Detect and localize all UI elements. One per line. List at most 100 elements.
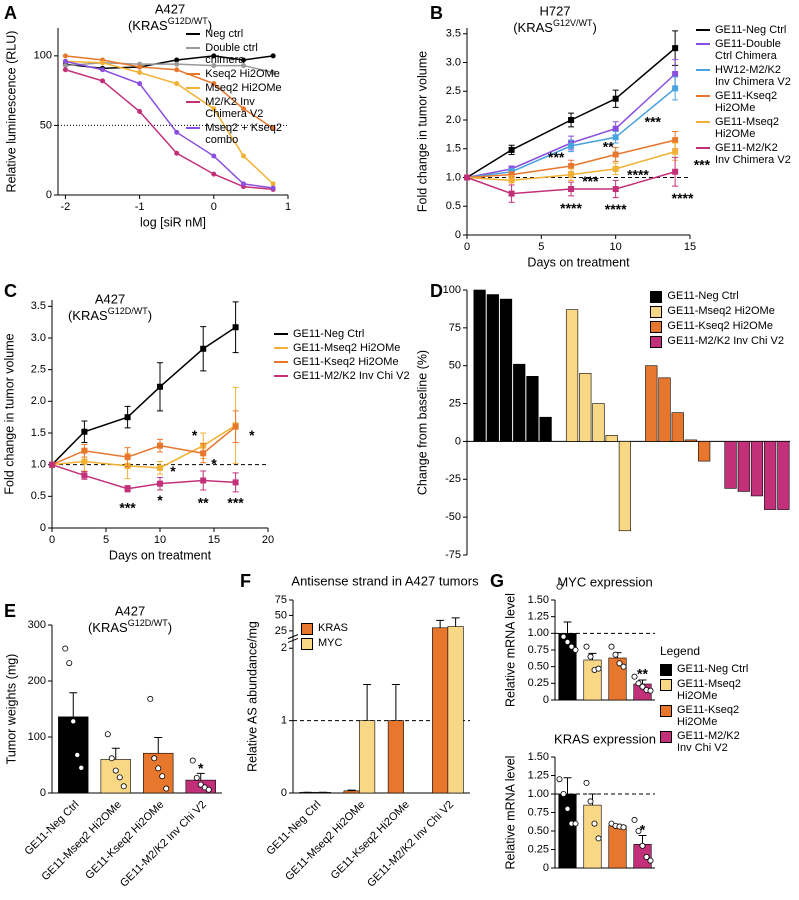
marker xyxy=(81,458,88,465)
y-tick-label: 100 xyxy=(28,731,46,743)
legend-item: MYC xyxy=(301,637,348,650)
legend-label: Mseq2 + Kseq2 combo xyxy=(205,122,282,146)
error-bar xyxy=(154,737,163,754)
data-point xyxy=(155,765,162,772)
legend-swatch xyxy=(660,679,672,691)
marker xyxy=(174,150,180,156)
x-tick-label: GE11-Mseq2 Hi2OMe xyxy=(40,799,124,883)
y-tick-label: 2.5 xyxy=(31,364,46,376)
legend-item: GE11-Kseq2 Hi2OMe xyxy=(650,320,784,333)
marker xyxy=(508,146,515,153)
bar xyxy=(592,403,605,442)
marker xyxy=(568,117,575,123)
y-tick-label: 1.00 xyxy=(528,627,549,639)
error-bar xyxy=(111,747,120,760)
y-axis-label: Change from baseline (%) xyxy=(415,350,429,495)
data-point xyxy=(643,853,650,860)
subtitle-part: ) xyxy=(168,620,172,635)
legend-swatch xyxy=(696,95,710,97)
panel-letter: A xyxy=(4,3,17,23)
panel-letter: C xyxy=(4,281,17,301)
x-tick-label: GE11-Kseq2 Hi2OMe xyxy=(329,799,412,882)
y-tick-label: 75 xyxy=(449,322,461,334)
legend-item: Double ctrl chimera xyxy=(186,42,282,66)
y-tick-label: 2 xyxy=(281,642,287,654)
y-tick-label: 0 xyxy=(455,435,461,447)
legend-label: Neg ctrl xyxy=(205,28,244,40)
legend-label: GE11-M2/K2 Inv Chimera V2 xyxy=(715,142,791,166)
panel-letter: F xyxy=(240,571,251,591)
marker xyxy=(508,177,515,184)
data-point xyxy=(556,583,563,590)
marker xyxy=(174,81,180,87)
marker xyxy=(672,71,679,77)
significance: * xyxy=(249,427,255,443)
chart-title: H727 xyxy=(539,3,570,18)
significance: ** xyxy=(198,495,209,511)
subtitle-part: (KRAS xyxy=(128,18,168,33)
significance: **** xyxy=(672,190,694,206)
bar xyxy=(499,298,513,442)
legend-item: GE11-Mseq2 Hi2OMe xyxy=(274,342,410,354)
marker xyxy=(270,181,276,187)
subtitle-part: ) xyxy=(208,18,212,33)
marker xyxy=(174,129,180,135)
legend-item: GE11-Neg Ctrl xyxy=(660,663,748,676)
marker xyxy=(232,324,239,331)
legend-label: M2/K2 Inv Chimera V2 xyxy=(205,96,264,120)
legend-swatch xyxy=(696,147,710,149)
y-axis-label: Relative AS abundance/mg xyxy=(245,621,259,772)
legend-label: GE11-M2/K2 Inv Chi V2 xyxy=(677,730,740,754)
y-axis-label: Relative luminescence (RLU) xyxy=(4,31,18,193)
legend-swatch xyxy=(186,87,201,89)
legend-swatch xyxy=(274,361,288,363)
chart-title: Antisense strand in A427 tumors xyxy=(291,573,479,588)
legend-swatch xyxy=(660,731,672,743)
subtitle-part: G12D/WT xyxy=(108,306,149,316)
y-tick-label: 1.50 xyxy=(528,594,549,606)
legend-item: GE11-M2/K2 Inv Chi V2 xyxy=(650,335,784,348)
legend-item: GE11-Double Ctrl Chimera xyxy=(696,38,799,62)
marker xyxy=(157,442,163,449)
error-bar xyxy=(638,679,647,684)
bar xyxy=(645,365,658,442)
bar xyxy=(58,716,89,794)
legend-swatch xyxy=(186,73,201,75)
panel-letter: E xyxy=(4,601,16,621)
legend-label: GE11-Kseq2 Hi2OMe xyxy=(677,704,740,728)
marker xyxy=(232,423,239,430)
legend-swatch xyxy=(650,306,663,318)
legend-label: GE11-Neg Ctrl xyxy=(667,290,739,302)
legend: KRAS MYC xyxy=(301,622,348,652)
y-tick-label: 50 xyxy=(275,609,287,621)
error-bar xyxy=(451,617,460,627)
bar xyxy=(359,720,376,794)
x-tick-label: 1 xyxy=(285,201,291,213)
data-point xyxy=(631,816,638,823)
legend-swatch xyxy=(650,291,663,303)
y-tick-label: 75 xyxy=(275,594,287,606)
data-point xyxy=(205,786,212,793)
marker xyxy=(211,53,217,59)
y-tick-label: 50 xyxy=(449,360,461,372)
marker xyxy=(174,57,180,63)
marker xyxy=(137,70,143,76)
data-point xyxy=(147,695,154,702)
marker xyxy=(137,109,143,114)
y-axis-label: Fold change in tumor volume xyxy=(415,51,429,212)
y-tick-label: 100 xyxy=(34,50,52,62)
chart-subtitle: (KRASG12V/WT) xyxy=(513,18,597,35)
data-point xyxy=(572,820,579,827)
data-point xyxy=(66,660,73,667)
marker xyxy=(157,480,163,487)
y-tick-label: 1.25 xyxy=(528,769,549,781)
y-tick-label: 3.0 xyxy=(31,332,46,344)
legend-item: KRAS xyxy=(301,622,348,635)
legend-swatch xyxy=(301,638,313,650)
panel-letter: B xyxy=(430,3,443,23)
bar xyxy=(608,825,627,869)
data-point xyxy=(647,857,654,864)
data-point xyxy=(572,647,579,654)
significance: **** xyxy=(605,201,627,217)
